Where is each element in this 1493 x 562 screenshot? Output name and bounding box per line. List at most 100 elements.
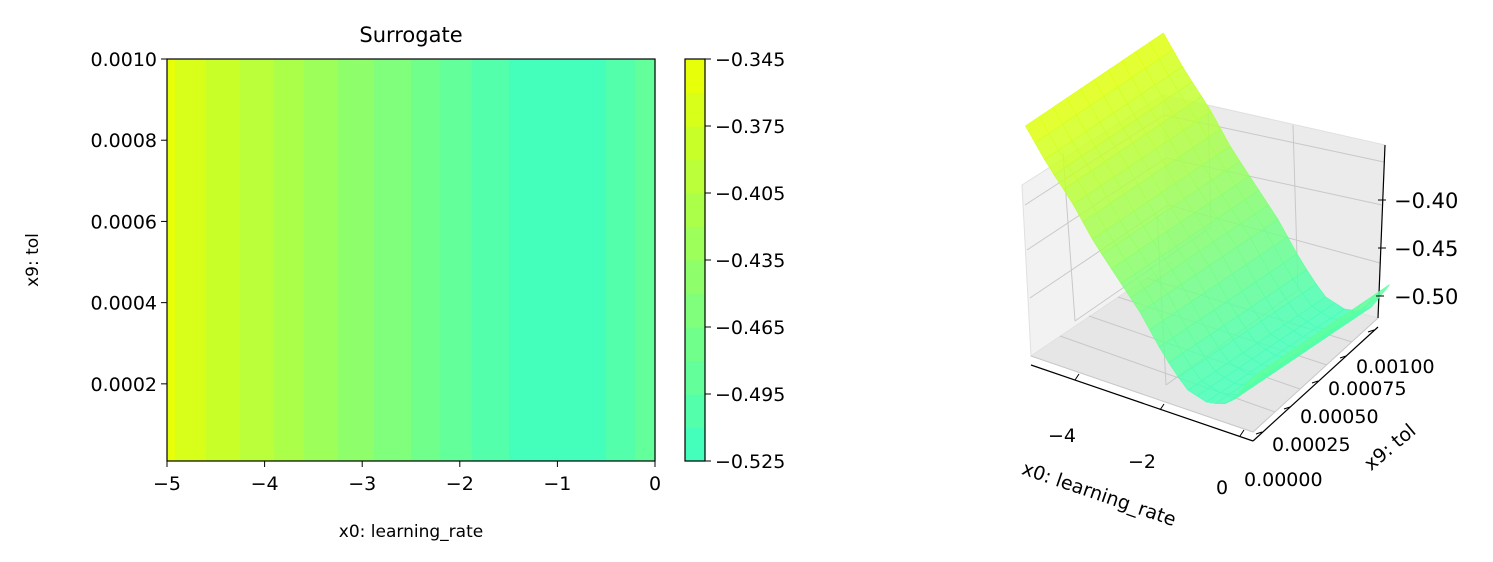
contour-cell [444,59,446,461]
contour-cell [545,59,547,461]
contour-cell [385,59,387,461]
contour-cell [601,59,603,461]
contour-cell [485,59,487,461]
contour-cell [262,59,264,461]
contour-cell [583,59,585,461]
contour-cell [193,59,195,461]
contour-cell [553,59,555,461]
colorbar-band [685,92,705,127]
contour-cell [378,59,380,461]
contour-cell [331,59,333,461]
contour-cell [327,59,329,461]
contour-cell [422,59,424,461]
contour-cell [245,59,247,461]
contour-cell [615,59,617,461]
contour-cell [518,59,520,461]
contour-cell [523,59,525,461]
contour-cell [215,59,217,461]
contour-cell [457,59,459,461]
contour-cell [252,59,254,461]
contour-cell [276,59,278,461]
contour-cell [362,59,364,461]
contour-cell [493,59,495,461]
contour-cell [443,59,445,461]
contour-cell [225,59,227,461]
contour-cell [508,59,510,461]
contour-cell [333,59,335,461]
contour-cell [260,59,262,461]
colorbar-band [685,193,705,228]
contour-cell [527,59,529,461]
contour-cell [213,59,215,461]
colorbar: −0.345 −0.375 −0.405 −0.435 −0.465 −0.495 −0.5… [684,49,785,473]
contour-cell [227,59,229,461]
contour-cell [555,59,557,461]
contour-cell [187,59,189,461]
contour-cell [174,59,176,461]
contour-cell [549,59,551,461]
contour-cell [199,59,201,461]
contour-cell [341,59,343,461]
contour-cell [609,59,611,461]
contour-cell [603,59,605,461]
contour-cell [605,59,607,461]
contour-cell [266,59,268,461]
contour-cell [647,59,649,461]
contour-cell [220,59,222,461]
contour-cell [598,59,600,461]
contour-cell [479,59,481,461]
heatmap-y-label: x9: tol [23,233,43,287]
contour-cell [512,59,514,461]
contour-cell [196,59,198,461]
contour-cell [191,59,193,461]
z-axis-line [1377,144,1386,319]
contour-cell [248,59,250,461]
contour-cell [230,59,232,461]
contour-cell [652,59,654,461]
contour-cell [559,59,561,461]
contour-cell [582,59,584,461]
contour-cell [356,59,358,461]
contour-cell [203,59,205,461]
contour-cell [620,59,622,461]
contour-cell [466,59,468,461]
heatmap-y-ticks: 0.0002 0.0004 0.0006 0.0008 0.0010 [91,49,167,396]
contour-cell [365,59,367,461]
contour-cell [423,59,425,461]
x-tick-mark [1159,403,1165,411]
y-tick-mark [1367,329,1375,333]
contour-cell [446,59,448,461]
contour-cell [637,59,639,461]
contour-cell [465,59,467,461]
x-tick-label: −4 [251,473,279,495]
contour-cell [524,59,526,461]
contour-cell [408,59,410,461]
contour-cell [570,59,572,461]
contour-cell [613,59,615,461]
contour-cell [599,59,601,461]
contour-cell [630,59,632,461]
contour-cell [285,59,287,461]
colorbar-band [685,327,705,362]
y-tick-mark [1311,380,1319,384]
contour-cell [406,59,408,461]
contour-cell [454,59,456,461]
contour-cell [274,59,276,461]
contour-cell [575,59,577,461]
contour-cell [528,59,530,461]
contour-cell [431,59,433,461]
contour-cell [391,59,393,461]
contour-cell [418,59,420,461]
contour-cell [469,59,471,461]
contour-cell [550,59,552,461]
contour-cell [494,59,496,461]
contour-cell [374,59,376,461]
contour-cell [231,59,233,461]
contour-cell [411,59,413,461]
contour-cell [306,59,308,461]
contour-cell [282,59,284,461]
contour-cell [578,59,580,461]
contour-cell [580,59,582,461]
x-tick-label: 0 [649,473,661,495]
